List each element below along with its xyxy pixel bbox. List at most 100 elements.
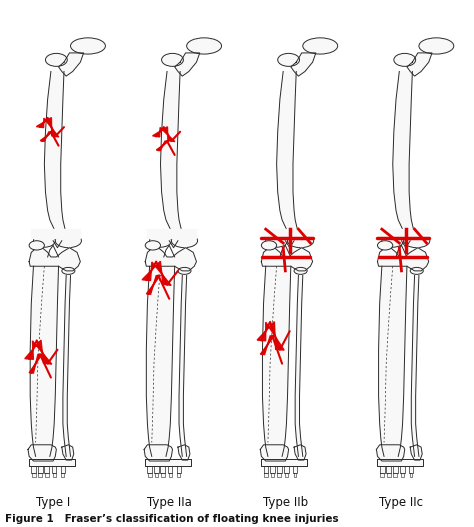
Polygon shape xyxy=(29,248,80,271)
Polygon shape xyxy=(393,473,397,477)
Polygon shape xyxy=(393,72,415,234)
Polygon shape xyxy=(36,118,59,137)
Polygon shape xyxy=(291,53,316,76)
Polygon shape xyxy=(45,473,49,477)
Polygon shape xyxy=(25,340,52,364)
Ellipse shape xyxy=(419,38,454,54)
Polygon shape xyxy=(177,466,181,473)
Polygon shape xyxy=(62,445,74,460)
Polygon shape xyxy=(53,473,56,477)
Polygon shape xyxy=(380,229,428,238)
Polygon shape xyxy=(61,466,64,473)
Polygon shape xyxy=(261,248,313,271)
Ellipse shape xyxy=(46,53,67,66)
Ellipse shape xyxy=(71,38,105,54)
Polygon shape xyxy=(142,261,171,286)
Text: Type I: Type I xyxy=(36,496,70,509)
Ellipse shape xyxy=(172,234,198,248)
Ellipse shape xyxy=(34,234,55,247)
Polygon shape xyxy=(379,266,407,456)
Ellipse shape xyxy=(294,267,307,275)
Polygon shape xyxy=(178,445,190,460)
Polygon shape xyxy=(294,445,306,460)
Polygon shape xyxy=(161,72,182,234)
Polygon shape xyxy=(401,473,404,477)
Polygon shape xyxy=(31,229,80,238)
Ellipse shape xyxy=(62,267,75,275)
Ellipse shape xyxy=(150,234,172,247)
Polygon shape xyxy=(257,321,284,350)
Polygon shape xyxy=(261,458,307,466)
Ellipse shape xyxy=(410,267,423,275)
Polygon shape xyxy=(263,266,291,456)
Polygon shape xyxy=(264,229,313,238)
Ellipse shape xyxy=(278,53,300,66)
Polygon shape xyxy=(177,473,180,477)
Polygon shape xyxy=(271,473,274,477)
Polygon shape xyxy=(284,466,289,473)
Polygon shape xyxy=(285,473,288,477)
Polygon shape xyxy=(260,445,289,461)
Polygon shape xyxy=(380,473,384,477)
Polygon shape xyxy=(409,466,413,473)
Polygon shape xyxy=(161,466,165,473)
Polygon shape xyxy=(38,473,42,477)
Polygon shape xyxy=(179,276,187,456)
Polygon shape xyxy=(29,354,42,373)
Polygon shape xyxy=(153,127,175,142)
Polygon shape xyxy=(387,473,391,477)
Polygon shape xyxy=(32,473,36,477)
Polygon shape xyxy=(376,445,405,461)
Polygon shape xyxy=(45,72,66,234)
Polygon shape xyxy=(277,72,299,234)
Polygon shape xyxy=(168,466,173,473)
Polygon shape xyxy=(264,473,268,477)
Polygon shape xyxy=(295,276,303,456)
Polygon shape xyxy=(38,466,43,473)
Text: Type IIc: Type IIc xyxy=(380,496,423,509)
Polygon shape xyxy=(59,53,83,76)
Polygon shape xyxy=(30,266,59,456)
Polygon shape xyxy=(410,473,412,477)
Polygon shape xyxy=(63,276,71,456)
Text: Figure 1   Fraser’s classification of floating knee injuries: Figure 1 Fraser’s classification of floa… xyxy=(5,514,338,524)
Polygon shape xyxy=(156,141,169,151)
Ellipse shape xyxy=(382,234,404,247)
Polygon shape xyxy=(161,473,165,477)
Ellipse shape xyxy=(377,241,393,250)
Polygon shape xyxy=(52,466,56,473)
Ellipse shape xyxy=(178,267,191,275)
Ellipse shape xyxy=(261,241,277,250)
Ellipse shape xyxy=(187,38,221,54)
Polygon shape xyxy=(401,466,405,473)
Polygon shape xyxy=(45,466,49,473)
Polygon shape xyxy=(380,466,384,473)
Polygon shape xyxy=(260,336,274,355)
Ellipse shape xyxy=(162,53,183,66)
Polygon shape xyxy=(146,275,161,294)
Polygon shape xyxy=(31,466,36,473)
Ellipse shape xyxy=(266,234,288,247)
Ellipse shape xyxy=(288,234,314,248)
Ellipse shape xyxy=(55,234,82,248)
Ellipse shape xyxy=(303,38,337,54)
Polygon shape xyxy=(293,466,297,473)
Ellipse shape xyxy=(404,234,430,248)
Polygon shape xyxy=(293,473,296,477)
Polygon shape xyxy=(411,276,419,456)
Polygon shape xyxy=(145,458,191,466)
Polygon shape xyxy=(145,248,196,271)
Polygon shape xyxy=(277,466,282,473)
Polygon shape xyxy=(146,266,174,456)
Ellipse shape xyxy=(145,241,161,250)
Polygon shape xyxy=(270,466,275,473)
Polygon shape xyxy=(264,466,268,473)
Polygon shape xyxy=(40,132,53,141)
Polygon shape xyxy=(393,466,398,473)
Polygon shape xyxy=(154,466,159,473)
Polygon shape xyxy=(174,53,200,76)
Polygon shape xyxy=(410,445,422,460)
Polygon shape xyxy=(155,473,158,477)
Polygon shape xyxy=(144,445,173,461)
Polygon shape xyxy=(386,466,391,473)
